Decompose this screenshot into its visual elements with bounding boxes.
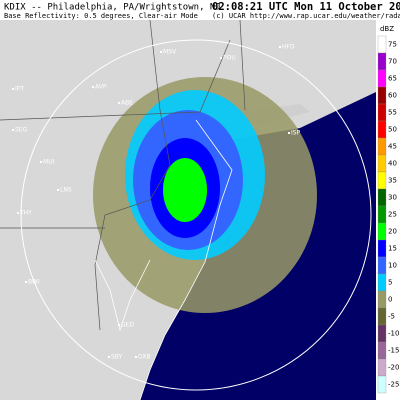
legend-swatch	[377, 120, 387, 139]
product: Base Reflectivity: 0.5 degrees, Clear-ai…	[4, 12, 198, 20]
legend-unit: dBZ	[380, 25, 394, 33]
legend-label: -20	[388, 364, 399, 372]
station-label: OXB	[138, 354, 151, 361]
station-dot	[12, 88, 14, 90]
legend-swatch	[377, 358, 387, 377]
station-label: SEG	[15, 127, 28, 134]
color-legend: 757065605550454035302520151050-5-10-15-2…	[377, 35, 399, 394]
legend-swatch	[377, 307, 387, 326]
legend-swatch	[377, 188, 387, 207]
echo-core	[163, 158, 207, 222]
station-label: HFD	[282, 44, 295, 51]
border	[0, 39, 231, 121]
station-label: MSV	[163, 49, 177, 56]
legend-label: -5	[388, 313, 395, 321]
legend-swatch	[377, 69, 387, 88]
legend-label: -25	[388, 381, 399, 389]
station-dot	[57, 189, 59, 191]
station-dot	[92, 86, 94, 88]
station-label: MUI	[43, 159, 55, 166]
legend-label: 30	[388, 194, 397, 202]
legend-label: 15	[388, 245, 397, 253]
legend-swatch	[377, 86, 387, 105]
legend-label: 60	[388, 92, 397, 100]
station-dot	[135, 356, 137, 358]
legend-swatch	[377, 137, 387, 156]
legend-label: 50	[388, 126, 397, 134]
time-stamp: 02:08:21 UTC Mon 11 October 2004	[212, 1, 400, 13]
legend-label: 10	[388, 262, 397, 270]
legend-label: 35	[388, 177, 397, 185]
state-lines	[0, 19, 246, 331]
legend-swatch	[377, 171, 387, 190]
station-dot	[40, 161, 42, 163]
legend-swatch	[377, 239, 387, 258]
bay	[94, 259, 151, 332]
station-dot	[17, 212, 19, 214]
station-dot	[160, 51, 162, 53]
legend-swatch	[377, 341, 387, 360]
station-label: LNS	[60, 187, 72, 194]
legend-swatch	[377, 154, 387, 173]
legend-label: 75	[388, 41, 397, 49]
credit: (c) UCAR http://www.rap.ucar.edu/weather…	[212, 12, 400, 20]
station-dot	[12, 129, 14, 131]
legend-label: 55	[388, 109, 397, 117]
legend-swatch	[377, 222, 387, 241]
legend-swatch	[377, 52, 387, 71]
station-dot	[118, 102, 120, 104]
station-dot	[118, 324, 120, 326]
legend-swatch	[377, 256, 387, 275]
legend-label: -10	[388, 330, 399, 338]
legend-label: 70	[388, 58, 397, 66]
coastline	[94, 119, 233, 400]
legend-swatch	[377, 324, 387, 343]
station-label: ABE	[121, 100, 133, 107]
station-label: ISP	[291, 130, 301, 137]
station-dot	[108, 356, 110, 358]
legend-swatch	[377, 290, 387, 309]
border	[239, 19, 246, 111]
legend-label: -15	[388, 347, 399, 355]
station-dot	[220, 57, 222, 59]
legend-label: 25	[388, 211, 397, 219]
station-label: BWI	[28, 279, 40, 286]
station-labels: MSV POU HFD IPT AVP ABE SEG MUI LNS THY BWI ISP GED S…	[12, 44, 301, 361]
station-dot	[288, 132, 290, 134]
legend-swatch	[377, 35, 387, 54]
station-label: THY	[19, 210, 32, 217]
legend-swatch	[377, 375, 387, 394]
radar-echoes	[93, 77, 317, 313]
station-dot	[279, 46, 281, 48]
station-label: POU	[223, 55, 236, 62]
legend-label: 20	[388, 228, 397, 236]
range-ring	[20, 39, 372, 391]
station-label: AVP	[95, 84, 107, 91]
legend-label: 45	[388, 143, 397, 151]
station-label: IPT	[15, 86, 24, 93]
station-label: SBY	[111, 354, 123, 361]
legend-label: 0	[388, 296, 392, 304]
legend-label: 40	[388, 160, 397, 168]
legend-swatch	[377, 273, 387, 292]
station-title: KDIX -- Philadelphia, PA/Wrightstown, NJ	[4, 3, 221, 13]
legend-swatch	[377, 103, 387, 122]
station-label: GED	[121, 322, 134, 329]
legend-label: 5	[388, 279, 392, 287]
coast	[139, 119, 233, 400]
station-dot	[25, 281, 27, 283]
legend-label: 65	[388, 75, 397, 83]
legend-swatch	[377, 205, 387, 224]
border	[94, 19, 171, 331]
